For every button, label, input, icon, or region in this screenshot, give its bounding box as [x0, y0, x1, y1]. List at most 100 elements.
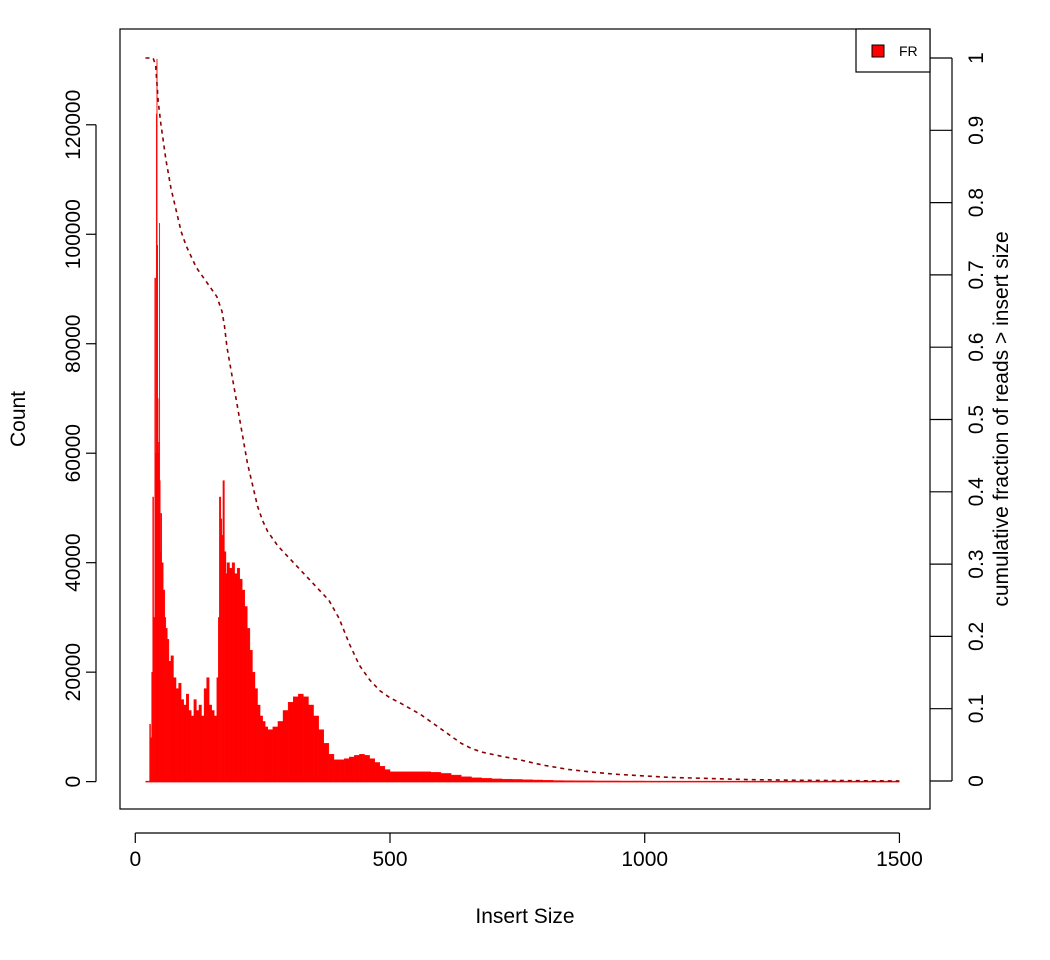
histogram-bar [168, 661, 172, 782]
histogram-bar [193, 699, 197, 782]
histogram-bar [287, 702, 294, 782]
histogram-bar [303, 696, 309, 782]
histogram-bar [234, 573, 238, 782]
x-axis: 0 500 1000 1500 [129, 832, 923, 871]
y-axis: 0 20000 40000 60000 80000 100000 120000 [62, 90, 97, 788]
legend-label-fr: FR [899, 43, 918, 59]
x-axis-label: Insert Size [475, 905, 574, 928]
histogram-bar [208, 704, 212, 782]
histogram-bar [259, 715, 263, 782]
histogram-bar [354, 755, 360, 782]
histogram-bar [249, 650, 253, 782]
legend-box [855, 28, 931, 73]
cumulative-fraction-line [145, 57, 900, 782]
histogram-bar [242, 589, 246, 782]
y2-axis: 0 0.1 0.2 0.3 0.4 0.5 0.6 0.7 0.8 0.9 1 [930, 52, 988, 787]
y-tick-label: 40000 [62, 533, 85, 591]
histogram-bar [198, 704, 202, 782]
histogram-bar [224, 551, 227, 782]
y2-axis-label: cumulative fraction of reads > insert si… [990, 231, 1013, 606]
histogram-bar [399, 771, 411, 782]
histogram-bar [298, 693, 304, 782]
histogram-bar [318, 729, 324, 782]
histogram-bar [293, 696, 299, 782]
histogram-bar [219, 496, 222, 782]
histogram-bar [450, 774, 462, 782]
histogram-bar [180, 699, 184, 782]
histogram-bar [252, 671, 256, 782]
histogram-bar [379, 766, 386, 782]
histogram-bar [264, 726, 268, 782]
histogram-bar [170, 655, 174, 782]
histogram-bar [206, 677, 210, 782]
histogram-bar [203, 688, 207, 782]
histogram-bar [229, 567, 233, 782]
x-tick-label: 500 [372, 848, 407, 871]
histogram-bar [359, 754, 365, 782]
histogram-bar [328, 754, 335, 782]
histogram-bar [216, 677, 219, 782]
y2-tick-label: 0.8 [965, 188, 988, 217]
histogram-bar [239, 578, 243, 782]
histogram-bar [173, 677, 177, 782]
histogram-bar [231, 562, 235, 782]
histogram-bar [277, 721, 284, 782]
histogram-bar [420, 771, 431, 782]
histogram-bar [183, 704, 187, 782]
histogram-bar [384, 769, 391, 782]
histogram-bar [175, 688, 179, 782]
histogram-bar [374, 762, 381, 782]
legend-swatch [871, 44, 885, 58]
histogram-bar [236, 567, 240, 782]
y2-tick-label: 0.2 [965, 622, 988, 651]
histogram-bar [440, 773, 452, 782]
histogram-bar [214, 715, 217, 782]
histogram-bar [254, 688, 258, 782]
histogram-bar [389, 771, 401, 782]
histogram-bar [165, 628, 168, 782]
histogram-bar [191, 715, 195, 782]
histogram-bar [272, 726, 279, 782]
histogram-bar [349, 756, 355, 782]
y-tick-label: 100000 [62, 199, 85, 269]
x-tick-label: 1500 [876, 848, 923, 871]
histogram-bar [188, 710, 192, 782]
histogram-bar [338, 759, 345, 782]
y-tick-label: 20000 [62, 643, 85, 701]
histogram-bar [201, 715, 205, 782]
y2-tick-label: 0.5 [965, 405, 988, 434]
y-tick-label: 120000 [62, 90, 85, 160]
histogram-bar [333, 759, 340, 782]
y-tick-label: 0 [62, 776, 85, 788]
histogram-bar [163, 589, 166, 782]
histogram-bar [282, 710, 289, 782]
histogram-bar [186, 693, 189, 782]
histogram-bar [262, 721, 266, 782]
x-tick-label: 0 [129, 848, 141, 871]
histogram-bar [247, 628, 251, 782]
histogram-bars [145, 58, 900, 783]
histogram-bar [410, 771, 421, 782]
histogram-bar [196, 710, 200, 782]
histogram-bar [211, 710, 215, 782]
histogram-bar [244, 606, 248, 782]
histogram-bar [308, 704, 314, 782]
y-tick-label: 60000 [62, 424, 85, 482]
histogram-bar [178, 682, 182, 782]
y-axis-label: Count [7, 391, 30, 447]
y2-tick-label: 0.7 [965, 260, 988, 289]
histogram-bar [364, 755, 370, 782]
histogram-bar [257, 704, 261, 782]
histogram-bar [343, 758, 350, 782]
histogram-bar [167, 639, 170, 782]
y2-tick-label: 0.9 [965, 116, 988, 145]
y2-tick-label: 0.3 [965, 549, 988, 578]
y-tick-label: 80000 [62, 315, 85, 373]
histogram-bar [313, 715, 319, 782]
histogram-bar [430, 772, 442, 782]
histogram-bar [369, 758, 375, 782]
y2-tick-label: 0.1 [965, 694, 988, 723]
x-tick-label: 1000 [621, 848, 668, 871]
histogram-bar [267, 729, 271, 782]
